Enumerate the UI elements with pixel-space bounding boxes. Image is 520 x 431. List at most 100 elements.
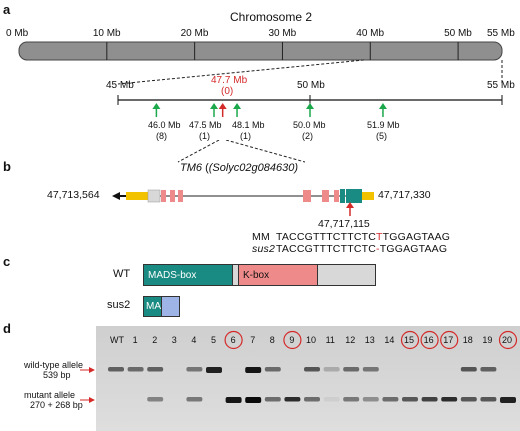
marker-2-pos: 48.1 Mb (232, 120, 265, 130)
mutation-coord: 47,717,115 (318, 218, 370, 230)
gel-lane-label-9: 9 (289, 335, 295, 345)
mads-box-domain: MADS-box (143, 264, 233, 286)
chromosome-tick-label-10: 10 Mb (92, 28, 121, 39)
candidate-pos: 47.7 Mb (211, 75, 248, 86)
gene-direction-arrow (112, 192, 120, 200)
gene-locus: (Solyc02g084630) (208, 162, 299, 174)
gel-band-mut-2 (147, 397, 164, 402)
gel-band-wt-5 (206, 367, 222, 373)
seq-mm-label: MM (252, 231, 270, 243)
exon-grey (147, 189, 161, 203)
gel-lane-label-14: 14 (384, 335, 395, 345)
gel-band-mut-12 (343, 397, 360, 402)
gel-band-mut-17 (441, 397, 458, 402)
gel-lane-label-7: 7 (250, 335, 256, 345)
gene-zoom-right (225, 140, 306, 163)
marker-arrow-2 (233, 103, 242, 109)
utr-left (126, 192, 148, 200)
marker-3-count: (2) (302, 131, 313, 141)
mutant-allele-size: 270 + 268 bp (30, 400, 83, 410)
zoom-label-45: 45 Mb (106, 80, 134, 91)
zoom-line-left (117, 59, 365, 85)
gel-lane-label-6: 6 (230, 335, 236, 345)
gel-lane-circle-20 (498, 330, 518, 350)
panel-letter-b: b (3, 159, 11, 174)
wt-allele-size: 539 bp (43, 370, 71, 380)
mutant-allele-label: mutant allele (24, 390, 76, 400)
seq-mm: TACCGTTTCTTCTCTTGGAGTAAG (276, 231, 451, 243)
gel-band-wt-7 (245, 367, 262, 373)
marker-arrow-1 (210, 103, 218, 109)
chromosome-tick-label-30: 30 Mb (268, 28, 297, 39)
gel-band-mut-6 (225, 397, 242, 403)
protein-wt-label: WT (113, 268, 131, 280)
panel-letter-d: d (3, 321, 11, 336)
k-box-domain: K-box (238, 264, 318, 286)
gel-lane-label-3: 3 (171, 335, 177, 345)
marker-2-count: (1) (240, 131, 251, 141)
wt-allele-arrow (89, 367, 95, 373)
chromosome-title: Chromosome 2 (230, 10, 313, 24)
gel-lane-label-12: 12 (345, 335, 356, 345)
gel-lane-label-WT: WT (110, 335, 124, 345)
gel-band-wt-18 (460, 367, 477, 372)
marker-arrow-3 (306, 103, 314, 109)
gel-lane-label-4: 4 (191, 335, 197, 345)
exon-pink-4 (303, 190, 311, 202)
gel-lane-label-19: 19 (482, 335, 493, 345)
gene-zoom-left (177, 140, 220, 163)
ma-domain: MA (143, 296, 162, 317)
exon-teal-1 (340, 189, 345, 203)
chromosome-tick-label-40: 40 Mb (356, 28, 385, 39)
gel-band-mut-19 (480, 397, 497, 402)
gel-band-wt-11 (323, 367, 340, 372)
gel-band-wt-10 (304, 367, 320, 372)
exon-pink-2 (170, 190, 175, 202)
gel-band-wt-1 (127, 367, 144, 372)
gel-image (80, 326, 520, 431)
exon-pink-5 (322, 190, 329, 202)
exon-pink-1 (161, 190, 166, 202)
candidate-arrow (218, 103, 227, 109)
gel-lane-circle-15 (400, 330, 420, 350)
gel-background (96, 326, 520, 431)
gel-lane-label-1: 1 (132, 335, 138, 345)
exon-pink-6 (334, 190, 339, 202)
gel-band-wt-2 (147, 367, 164, 372)
seq-sus2: TACCGTTTCTTCTC-TGGAGTAAG (276, 243, 448, 255)
gel-band-mut-4 (186, 397, 203, 402)
protein-sus2-label: sus2 (107, 299, 131, 311)
marker-0-count: (8) (156, 131, 167, 141)
gel-band-mut-20 (500, 397, 516, 403)
marker-arrow-4 (378, 103, 387, 109)
mutant-allele-arrow (89, 397, 95, 403)
gene-left-coord: 47,713,564 (47, 189, 100, 201)
gel-lane-label-18: 18 (462, 335, 473, 345)
gel-band-mut-8 (264, 397, 281, 402)
gel-lane-label-8: 8 (269, 335, 275, 345)
panel-letter-c: c (3, 254, 11, 269)
gel-band-wt-WT (108, 367, 124, 372)
gel-band-mut-15 (402, 397, 418, 402)
gene-name: TM6 (180, 162, 202, 174)
chromosome-ticks (106, 42, 459, 60)
zoom-label-55: 55 Mb (487, 80, 515, 91)
exon-teal-2 (346, 189, 362, 203)
chromosome-tick-label-20: 20 Mb (180, 28, 209, 39)
gel-lane-label-2: 2 (152, 335, 158, 345)
marker-1-count: (1) (199, 131, 210, 141)
gel-band-mut-18 (460, 397, 477, 402)
gel-band-wt-19 (480, 367, 497, 372)
gel-lane-circle-6 (224, 330, 243, 350)
gel-band-wt-4 (186, 367, 203, 372)
zoom-label-50: 50 Mb (297, 80, 325, 91)
panel-letter-a: a (3, 2, 11, 17)
gel-lane-circle-17 (440, 330, 459, 350)
gel-band-mut-11 (323, 397, 340, 402)
gene-right-coord: 47,717,330 (378, 189, 431, 201)
gel-lane-label-20: 20 (502, 335, 513, 345)
utr-right (362, 192, 374, 200)
gel-band-mut-13 (362, 397, 379, 402)
gel-lane-label-5: 5 (211, 335, 217, 345)
marker-0-pos: 46.0 Mb (148, 120, 181, 130)
